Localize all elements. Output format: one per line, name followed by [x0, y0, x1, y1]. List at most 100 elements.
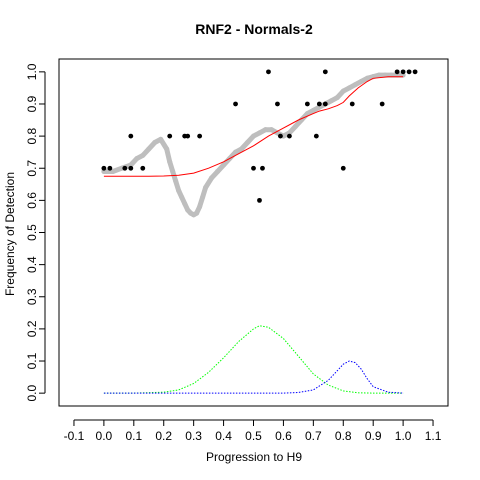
data-point — [128, 165, 134, 171]
y-tick-label: 0.0 — [25, 384, 39, 401]
data-point — [266, 69, 271, 75]
data-point — [322, 101, 328, 107]
data-point — [400, 69, 406, 75]
smoothed-point — [110, 168, 116, 174]
data-point — [233, 101, 238, 107]
smoothed-point — [292, 123, 298, 129]
data-point — [140, 165, 146, 171]
x-tick-label: 0.8 — [335, 429, 352, 443]
smoothed-point — [200, 194, 206, 200]
smoothed-point — [310, 107, 316, 113]
x-tick-label: 0.5 — [245, 429, 262, 443]
smoothed-point — [382, 72, 388, 78]
smoothed-point — [256, 130, 262, 136]
smoothed-point — [167, 159, 173, 165]
data-point — [128, 133, 134, 139]
data-point — [251, 165, 256, 171]
smoothed-point — [352, 82, 358, 88]
x-tick-label: 0.9 — [365, 429, 382, 443]
smoothed-point — [170, 168, 176, 174]
smoothed-point — [334, 95, 340, 101]
y-tick-label: 0.7 — [25, 160, 39, 177]
smoothed-point — [215, 168, 221, 174]
smoothed-point — [146, 146, 152, 152]
y-tick-label: 0.3 — [25, 288, 39, 305]
x-tick-label: -0.1 — [64, 429, 85, 443]
data-point — [101, 165, 107, 171]
x-tick-label: 0.0 — [96, 429, 113, 443]
smoothed-point — [239, 146, 245, 152]
smoothed-point — [134, 156, 140, 162]
smoothed-point — [194, 210, 200, 216]
data-point — [349, 101, 355, 107]
data-point — [287, 133, 292, 139]
x-tick-label: 1.1 — [425, 429, 442, 443]
data-point — [197, 133, 203, 139]
smoothed-point — [221, 162, 227, 168]
smoothed-point — [152, 140, 158, 146]
smoothed-point — [262, 127, 268, 133]
smoothed-point — [245, 140, 251, 146]
data-point — [107, 165, 113, 171]
smoothed-series-line — [101, 72, 406, 218]
smoothed-point — [158, 136, 164, 142]
smoothed-point — [233, 149, 239, 155]
smoothed-point — [182, 201, 188, 207]
x-axis: -0.1 0.0 0.1 0.2 0.3 0.4 0.5 0.6 0.7 0.8 0.9 1.0 1.1 — [64, 419, 442, 443]
data-point — [122, 165, 128, 171]
smoothed-point — [179, 194, 185, 200]
x-tick-label: 0.6 — [275, 429, 292, 443]
data-point — [412, 69, 418, 75]
y-tick-label: 0.5 — [25, 224, 39, 241]
x-tick-label: 1.0 — [395, 429, 412, 443]
smoothed-point — [358, 78, 364, 84]
x-tick-label: 0.2 — [155, 429, 172, 443]
data-point — [275, 101, 280, 107]
data-point — [322, 69, 328, 75]
smoothed-point — [164, 146, 170, 152]
x-tick-label: 0.3 — [185, 429, 202, 443]
y-tick-label: 0.6 — [25, 192, 39, 209]
smoothed-point — [268, 127, 274, 133]
smoothed-point — [185, 207, 191, 213]
smoothed-point — [203, 185, 209, 191]
smoothed-point — [140, 152, 146, 158]
data-point — [406, 69, 412, 75]
data-point — [313, 133, 319, 139]
y-tick-label: 0.2 — [25, 320, 39, 337]
data-point — [316, 101, 322, 107]
smoothed-point — [209, 175, 215, 181]
plot-frame — [58, 58, 449, 407]
smoothed-point — [328, 98, 334, 104]
data-point — [340, 165, 346, 171]
y-tick-label: 0.4 — [25, 256, 39, 273]
data-point — [278, 133, 283, 139]
fit-curve — [103, 76, 404, 177]
chart-title: RNF2 - Normals-2 — [195, 21, 313, 37]
data-point — [260, 165, 265, 171]
smoothed-point — [376, 72, 382, 78]
y-tick-label: 0.9 — [25, 95, 39, 112]
smoothed-point — [346, 85, 352, 91]
data-point — [394, 69, 400, 75]
y-tick-label: 0.1 — [25, 352, 39, 369]
smoothed-point — [304, 111, 310, 117]
data-point — [379, 101, 385, 107]
density-curve-1 — [103, 325, 404, 394]
y-axis: 0.0 0.1 0.2 0.3 0.4 0.5 0.6 0.7 0.8 0.9 1.0 — [25, 63, 46, 401]
smoothed-point — [176, 188, 182, 194]
smoothed-point — [197, 204, 203, 210]
smoothed-point — [364, 75, 370, 81]
data-point — [185, 133, 191, 139]
x-tick-label: 0.7 — [305, 429, 322, 443]
y-axis-title: Frequency of Detection — [3, 172, 17, 296]
x-tick-label: 0.1 — [125, 429, 142, 443]
y-tick-label: 1.0 — [25, 63, 39, 80]
smoothed-point — [251, 133, 256, 139]
chart-marks — [101, 69, 418, 394]
density-curve-2 — [103, 360, 404, 394]
y-tick-label: 0.8 — [25, 127, 39, 144]
data-point — [304, 101, 310, 107]
x-axis-title: Progression to H9 — [206, 450, 302, 464]
